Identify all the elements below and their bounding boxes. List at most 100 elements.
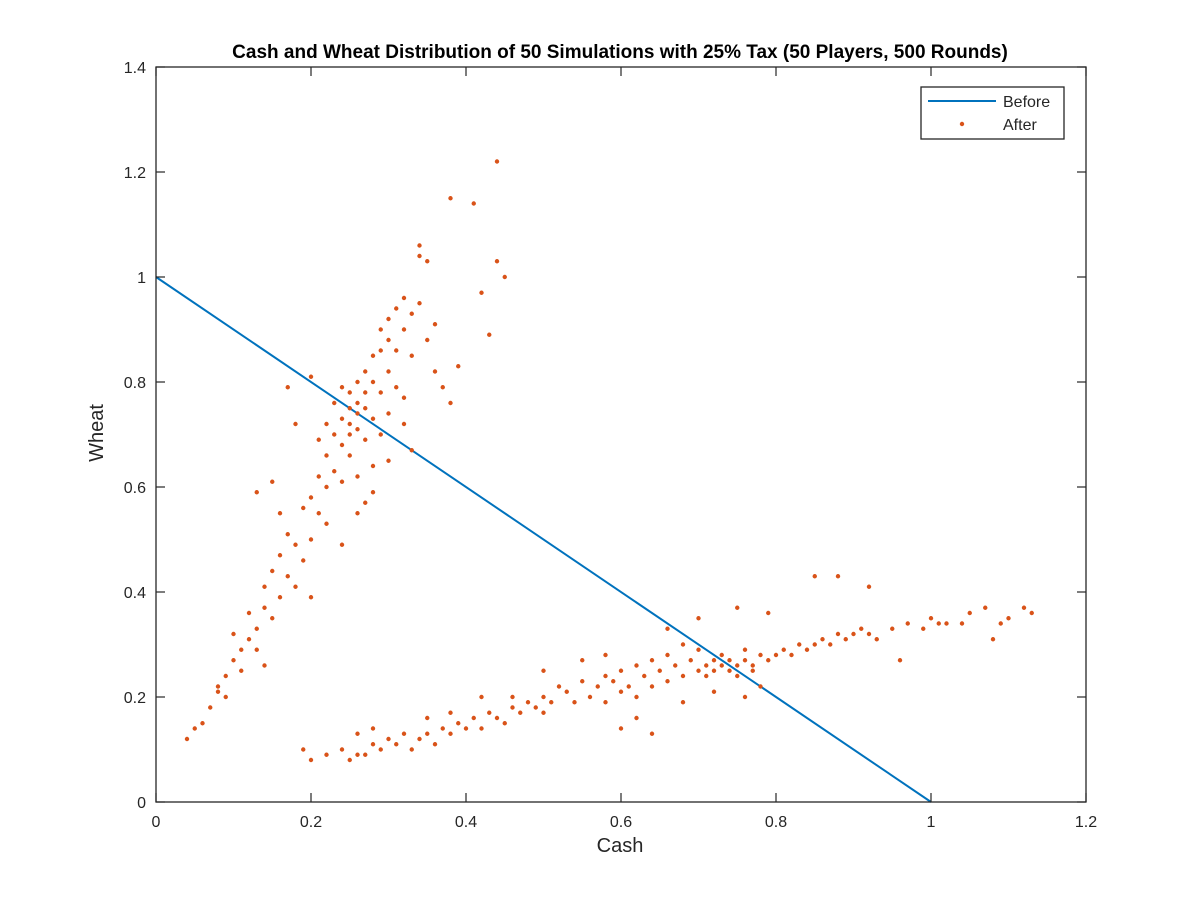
data-point — [246, 637, 252, 642]
data-point — [324, 521, 329, 526]
data-point — [572, 700, 577, 705]
data-point — [487, 710, 492, 715]
data-point — [959, 621, 965, 626]
x-tick-label: 0.8 — [765, 814, 787, 831]
data-point — [758, 684, 763, 689]
data-point — [990, 637, 996, 642]
data-point — [587, 694, 593, 700]
data-point — [409, 747, 414, 752]
data-point — [448, 710, 453, 715]
data-point — [417, 243, 422, 248]
data-point — [378, 348, 383, 353]
data-point — [347, 390, 352, 395]
data-point — [370, 353, 376, 358]
data-point — [378, 327, 383, 332]
x-axis-label: Cash — [597, 835, 644, 857]
data-point — [456, 364, 461, 369]
data-point — [332, 400, 337, 406]
data-point — [665, 679, 670, 684]
data-point — [401, 295, 407, 301]
data-point — [626, 684, 631, 689]
data-point — [184, 736, 190, 742]
data-point — [394, 348, 399, 353]
data-point — [386, 337, 391, 343]
data-point — [742, 647, 748, 652]
data-point — [704, 673, 709, 679]
data-point — [324, 421, 329, 427]
data-point — [611, 679, 616, 684]
data-point — [324, 453, 329, 458]
data-point — [580, 658, 585, 663]
data-point — [324, 484, 329, 490]
data-point — [417, 253, 422, 259]
data-point — [370, 490, 376, 495]
data-point — [758, 652, 763, 658]
data-point — [533, 705, 538, 710]
data-point — [355, 379, 360, 385]
chart-title: Cash and Wheat Distribution of 50 Simula… — [232, 42, 1008, 63]
data-point — [316, 437, 321, 442]
y-tick-label: 0.4 — [124, 585, 146, 602]
data-point — [711, 689, 717, 694]
data-point — [618, 668, 624, 673]
data-point — [766, 610, 771, 616]
data-point — [649, 658, 655, 663]
data-point — [828, 642, 833, 647]
data-point — [425, 259, 430, 264]
data-point — [735, 605, 740, 610]
data-point — [634, 715, 639, 721]
data-point — [363, 406, 368, 411]
data-point — [254, 626, 259, 631]
data-point — [797, 642, 802, 647]
data-point — [696, 647, 701, 652]
data-point — [603, 652, 608, 658]
data-point — [603, 673, 608, 679]
data-point — [564, 689, 569, 694]
data-point — [332, 469, 337, 474]
data-point — [355, 427, 360, 432]
data-point — [339, 442, 345, 448]
data-point — [308, 595, 314, 600]
data-point — [285, 532, 290, 537]
data-point — [502, 721, 507, 726]
data-point — [983, 605, 988, 610]
data-point — [471, 201, 476, 206]
y-tick-label: 1.2 — [124, 165, 146, 182]
data-point — [525, 700, 531, 705]
data-point — [401, 395, 407, 400]
data-point — [417, 736, 422, 742]
data-point — [835, 574, 841, 579]
data-point — [998, 621, 1003, 626]
plot-area: 0 0.2 0.4 0.6 0.8 1 1.2 0 0.2 0.4 0.6 0.8 1 1.2 1.4 — [124, 60, 1097, 831]
data-point — [773, 652, 779, 658]
legend: Before After — [920, 86, 1065, 140]
data-point — [293, 542, 298, 547]
data-point — [363, 500, 368, 505]
data-point — [859, 626, 864, 631]
data-point — [463, 726, 469, 731]
data-point — [355, 411, 360, 416]
data-point — [308, 757, 314, 763]
data-point — [479, 694, 484, 700]
data-point — [618, 689, 624, 694]
data-point — [432, 369, 438, 374]
data-point — [727, 658, 732, 663]
x-tick-label: 0 — [152, 814, 161, 831]
data-point — [409, 311, 414, 316]
data-point — [363, 437, 368, 442]
data-point — [277, 511, 283, 516]
data-point — [425, 337, 430, 343]
data-point — [370, 742, 376, 747]
data-point — [370, 726, 376, 731]
data-point — [215, 689, 221, 694]
legend-before-label: Before — [1003, 94, 1050, 111]
data-point — [339, 747, 345, 752]
data-point — [688, 658, 693, 663]
data-point — [223, 694, 228, 700]
data-point — [355, 400, 360, 406]
data-point — [487, 332, 492, 337]
y-tick-label: 1 — [137, 270, 146, 287]
data-point — [905, 621, 910, 626]
data-point — [742, 694, 748, 700]
data-point — [316, 511, 321, 516]
